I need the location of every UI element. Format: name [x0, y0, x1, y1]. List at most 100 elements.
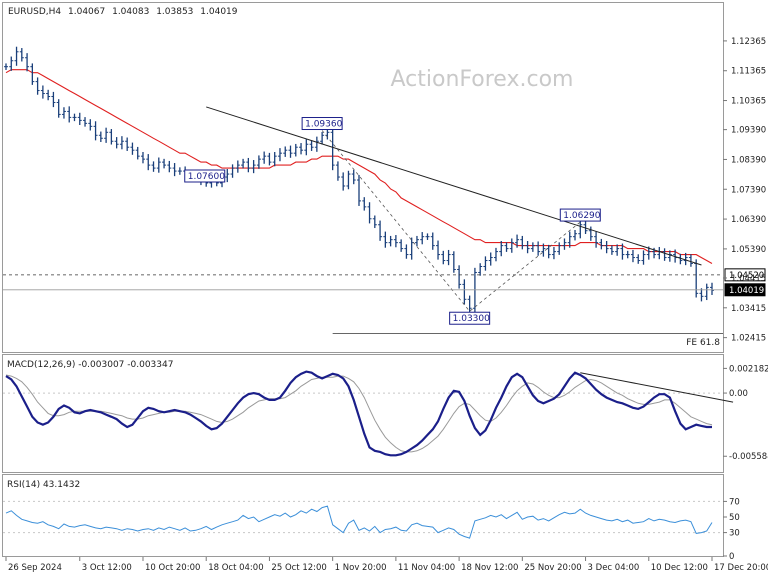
price-bar [14, 46, 19, 66]
price-bar [509, 238, 514, 253]
price-bar [167, 160, 172, 173]
price-bar [462, 279, 467, 305]
price-bar [446, 249, 451, 266]
rsi-label: RSI(14) 43.1432 [7, 480, 80, 490]
price-bar [457, 265, 462, 289]
price-bar [493, 247, 498, 262]
price-bar [262, 151, 267, 164]
price-bar [277, 148, 282, 162]
x-tick-label: 1 Nov 20:00 [335, 563, 387, 573]
price-bar [362, 197, 367, 211]
rsi-line [5, 505, 713, 539]
price-annotation-box [449, 311, 491, 325]
price-bar [383, 231, 388, 248]
price-bar [225, 168, 230, 183]
price-bar [372, 215, 377, 229]
price-bar [483, 256, 488, 271]
price-bar [630, 249, 635, 263]
price-bar [30, 63, 35, 85]
price-bar [25, 53, 30, 72]
price-bar [130, 142, 135, 155]
price-bar [472, 267, 477, 313]
price-bar [625, 250, 630, 259]
price-annotation: 1.07600 [184, 169, 226, 183]
price-bar [499, 241, 504, 257]
watermark: ActionForex.com [391, 67, 574, 92]
price-bar [530, 242, 535, 252]
price-bar [83, 117, 88, 127]
price-bar [404, 244, 409, 259]
x-axis: 26 Sep 2024 3 Oct 12:00 10 Oct 20:00 18 Oct… [5, 557, 768, 573]
price-bar [9, 56, 14, 71]
moving-average-line [5, 69, 713, 264]
price-bar [72, 113, 77, 122]
price-bar [451, 251, 456, 273]
price-bar [441, 250, 446, 265]
price-bar [246, 157, 251, 173]
price-annotation-box [184, 169, 226, 183]
price-bar [162, 158, 167, 169]
price-bar [46, 89, 51, 101]
x-tick-label: 11 Nov 04:00 [398, 563, 455, 573]
price-bar [19, 48, 24, 62]
x-tick-label: 3 Oct 12:00 [82, 563, 132, 573]
price-bar [109, 129, 114, 145]
price-bar [557, 242, 562, 255]
price-bar [172, 163, 177, 177]
rsi-tick-label: 0 [729, 552, 734, 562]
price-bar [251, 160, 256, 174]
price-bar [699, 288, 704, 302]
price-bar [346, 170, 351, 190]
price-bar [515, 234, 520, 248]
price-annotation-box [559, 208, 601, 222]
price-bar [272, 151, 277, 167]
price-bar [662, 248, 667, 261]
price-tick-label: 1.03415 [731, 304, 766, 314]
price-bar [399, 239, 404, 252]
price-bar [151, 161, 156, 172]
price-bar [710, 282, 714, 295]
price-bar [425, 233, 430, 240]
price-bar [314, 136, 319, 152]
price-bar [341, 172, 346, 191]
price-bar [330, 127, 335, 171]
price-bar [335, 161, 340, 181]
price-tick-label: 1.11365 [731, 67, 766, 77]
price-bar [140, 151, 145, 164]
price-bar [388, 235, 393, 247]
price-bar [177, 167, 182, 175]
price-bar [436, 240, 441, 260]
price-bar [551, 246, 556, 260]
price-bar [414, 235, 419, 247]
price-bar [56, 99, 61, 118]
price-header: EURUSD,H4 1.04067 1.04083 1.03853 1.0401… [8, 7, 238, 17]
price-bar [367, 202, 372, 224]
price-bar [420, 232, 425, 245]
macd-tick-label: 0.002182 [729, 364, 768, 374]
price-annotation: 1.03300 [449, 311, 491, 325]
price-bar [588, 226, 593, 241]
price-bar [578, 220, 583, 239]
price-bar [357, 174, 361, 206]
x-tick-label: 26 Sep 2024 [8, 563, 62, 573]
price-bar [4, 63, 8, 70]
price-bar [241, 158, 246, 169]
macd-signal-line [5, 374, 713, 453]
price-bar [520, 235, 525, 250]
price-annotation-label: 1.06290 [563, 211, 600, 221]
price-bar [573, 229, 578, 241]
price-bar [156, 157, 161, 173]
price-bar [114, 137, 119, 149]
price-bar [609, 245, 614, 255]
price-tick-label: 1.06390 [731, 215, 766, 225]
price-bar [525, 241, 530, 254]
price-bar [288, 145, 293, 158]
price-level-tag [724, 268, 766, 282]
price-bar [88, 119, 93, 131]
price-bar [504, 242, 509, 252]
rsi-pane: 70 50 30 0 RSI(14) 43.1432 [2, 474, 740, 562]
x-tick-label: 17 Dec 20:00 [714, 563, 768, 573]
x-tick-label: 25 Oct 12:00 [271, 563, 326, 573]
